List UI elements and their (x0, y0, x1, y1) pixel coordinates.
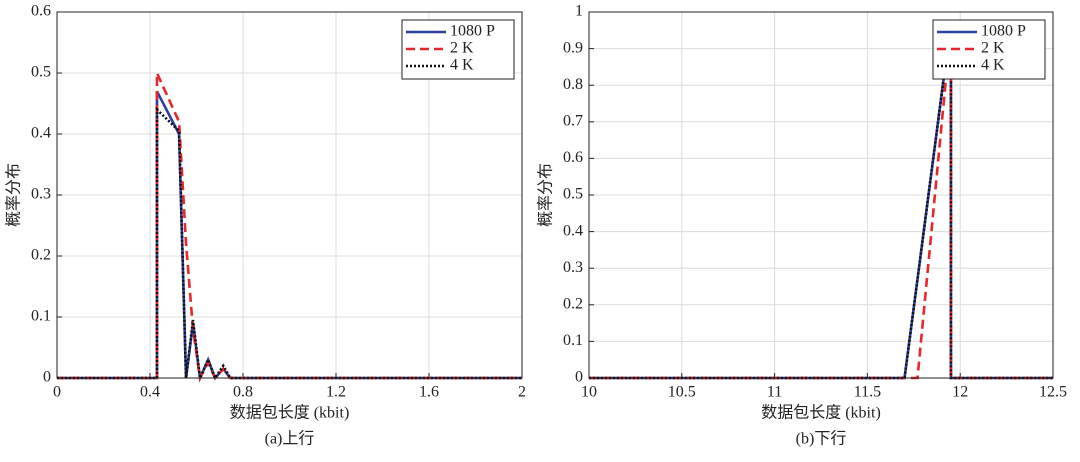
legend-box (932, 19, 1046, 80)
y-tick-label: 0.3 (31, 186, 51, 203)
series-line (57, 106, 522, 383)
y-tick-label: 0.3 (563, 259, 583, 276)
y-tick-label: 0.2 (563, 295, 583, 312)
x-tick-label: 0 (53, 384, 61, 401)
y-tick-label: 0 (575, 369, 583, 386)
x-tick-label: 10.5 (668, 384, 696, 401)
y-tick-label: 0.9 (563, 39, 583, 56)
y-axis-label: 概率分布 (5, 163, 23, 227)
legend-label: 2 K (450, 40, 474, 57)
axes-frame (56, 11, 523, 379)
y-tick-label: 0.7 (563, 112, 583, 129)
x-tick-label: 0.8 (233, 384, 253, 401)
x-tick-label: 0.4 (140, 384, 160, 401)
y-tick-label: 0.2 (31, 247, 51, 264)
x-tick-label: 12 (952, 384, 968, 401)
y-tick-label: 0.8 (563, 76, 583, 93)
x-tick-label: 1.2 (326, 384, 346, 401)
x-tick-label: 2 (518, 384, 526, 401)
x-tick-label: 11.5 (854, 384, 881, 401)
legend-label: 1080 P (981, 23, 1026, 40)
y-tick-label: 0.1 (31, 308, 51, 325)
series-line (589, 26, 1053, 380)
legend-label: 2 K (981, 40, 1005, 57)
x-tick-label: 10 (581, 384, 597, 401)
y-tick-label: 0.4 (31, 125, 51, 142)
x-tick-label: 11 (767, 384, 782, 401)
chart-caption: (a)上行 (265, 430, 315, 448)
chart-caption: (b)下行 (796, 430, 847, 448)
y-tick-label: 0.5 (563, 186, 583, 203)
y-axis-label: 概率分布 (537, 163, 555, 227)
y-tick-label: 0.6 (563, 149, 583, 166)
y-tick-label: 0 (43, 369, 51, 386)
y-tick-label: 0.4 (563, 222, 583, 239)
legend-label: 4 K (981, 57, 1005, 74)
y-tick-label: 0.6 (31, 3, 51, 20)
x-tick-label: 12.5 (1039, 384, 1067, 401)
legend-label: 4 K (450, 57, 474, 74)
legend-label: 1080 P (450, 23, 495, 40)
y-tick-label: 0.1 (563, 332, 583, 349)
axes-frame (588, 11, 1054, 379)
x-tick-label: 1.6 (419, 384, 439, 401)
x-axis-label: 数据包长度 (kbit) (230, 404, 350, 422)
y-tick-label: 0.5 (31, 64, 51, 81)
x-axis-label: 数据包长度 (kbit) (761, 404, 881, 422)
y-tick-label: 1 (575, 3, 583, 20)
